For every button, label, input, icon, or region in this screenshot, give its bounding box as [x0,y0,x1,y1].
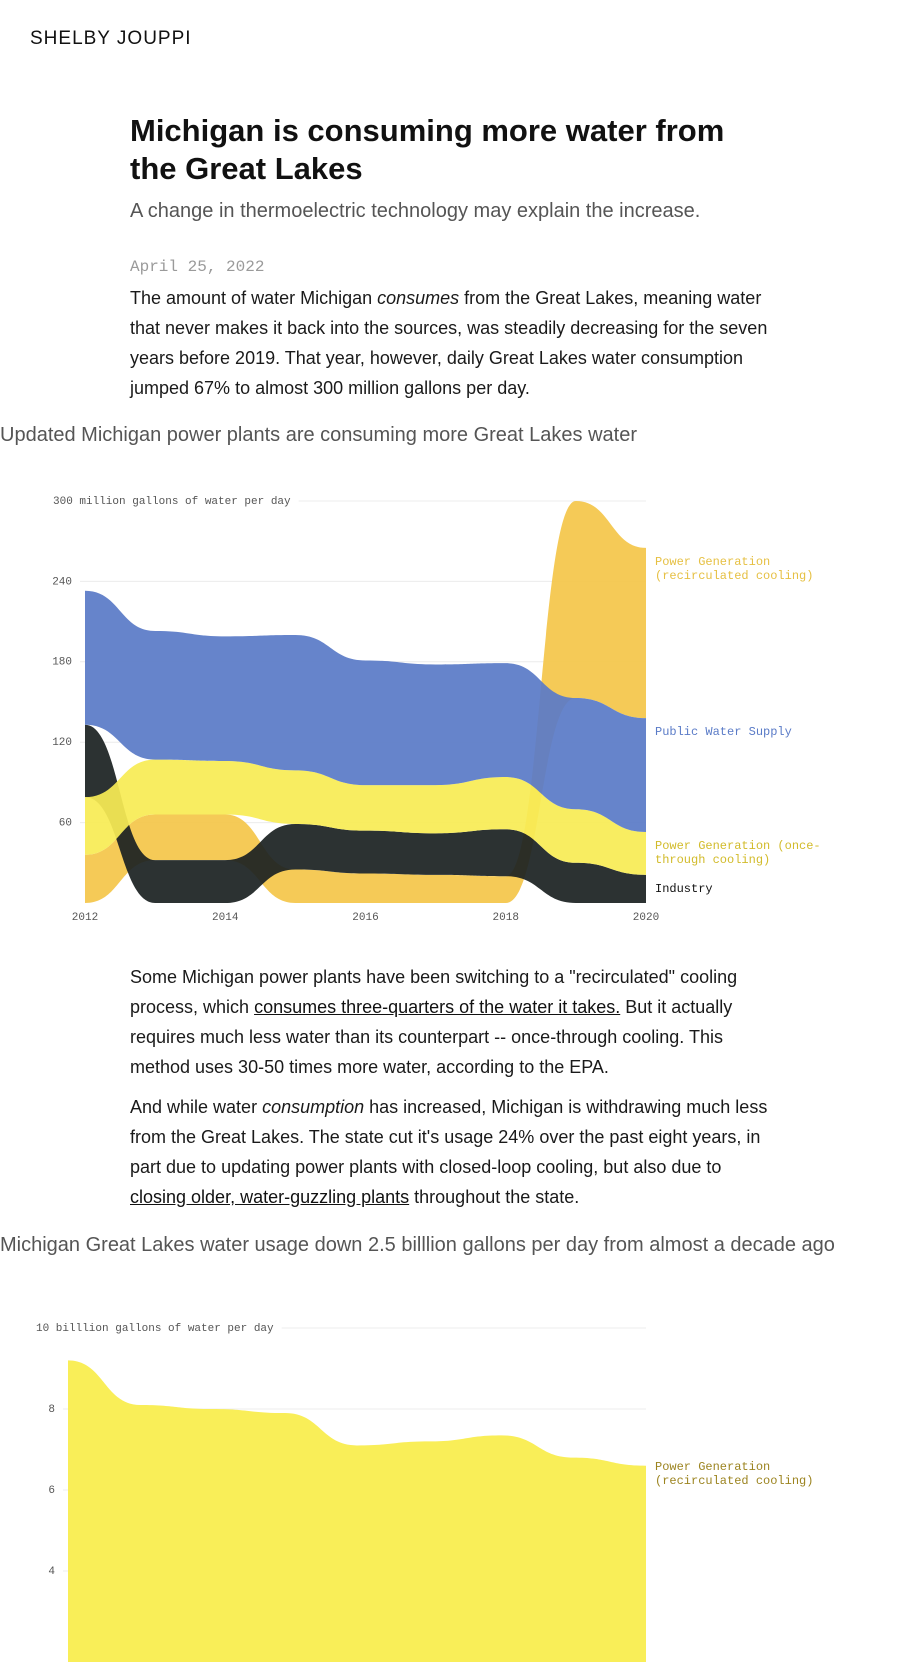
site-name[interactable]: SHELBY JOUPPI [30,28,192,49]
text-run: But it actually requires much less water… [130,997,733,1077]
chart-svg: 4 6 8 10 billlion gallons of water per day [36,1323,646,1667]
x-tick-label: 2016 [352,912,378,924]
text-run: throughout the state. [409,1187,580,1207]
areas [85,501,646,903]
y-tick-label: 180 [52,657,72,669]
paragraph: Some Michigan power plants have been swi… [130,962,775,1082]
text-run: And while water [130,1097,263,1117]
article-title: Michigan is consuming more water from th… [130,113,725,186]
y-tick-label: 6 [48,1485,55,1497]
link[interactable]: closing older, water-guzzling plants [130,1187,410,1207]
y-tick-label: 120 [52,737,72,749]
x-tick-label: 2012 [72,912,98,924]
area [85,724,646,903]
emphasis: consumption [262,1097,365,1117]
y-tick-label: 300 million gallons of water per day [53,496,291,508]
x-tick-label: 2020 [633,912,659,924]
text-run: from the Great Lakes, meaning water that… [130,288,768,398]
chart: 60 120 180 240 300 million gallons of water … [0,470,900,940]
series-label: Industry [655,881,713,896]
emphasis: consumes [377,288,460,308]
paragraph: The amount of water Michigan consumes fr… [130,283,775,403]
paragraph: And while water consumption has increase… [130,1092,775,1212]
article-subtitle: A change in thermoelectric technology ma… [130,200,701,222]
area [85,759,646,875]
x-tick-label: 2014 [212,912,239,924]
article-date: April 25, 2022 [130,258,265,276]
y-tick-label: 10 billlion gallons of water per day [36,1323,274,1335]
text-run: The amount of water Michigan [130,288,378,308]
chart-title: Updated Michigan power plants are consum… [0,424,637,446]
area [68,1360,646,1667]
series-label: Power Generation (once-through cooling) [655,838,821,867]
y-tick-label: 8 [48,1404,55,1416]
axis-labels: 60 120 180 240 300 million gallons of water … [52,496,659,924]
series-label: Power Generation (recirculated cooling) [655,554,814,583]
chart-svg: 60 120 180 240 300 million gallons of water … [52,496,659,924]
y-tick-label: 4 [48,1566,55,1578]
series-label: Power Generation (recirculated cooling) [655,1459,814,1488]
y-tick-label: 240 [52,576,72,588]
areas [68,1360,646,1667]
chart-title: Michigan Great Lakes water usage down 2.… [0,1234,835,1256]
text-run: has increased, Michigan is withdrawing m… [130,1097,768,1177]
text-run: Some Michigan power plants have been swi… [130,967,738,1017]
x-tick-label: 2018 [493,912,519,924]
chart: 4 6 8 10 billlion gallons of water per day P… [0,1300,900,1667]
link[interactable]: consumes three-quarters of the water it … [254,997,621,1017]
area [85,590,646,832]
y-tick-label: 60 [59,818,72,830]
series-label: Public Water Supply [655,725,792,740]
axis-labels: 4 6 8 10 billlion gallons of water per day [36,1323,274,1578]
